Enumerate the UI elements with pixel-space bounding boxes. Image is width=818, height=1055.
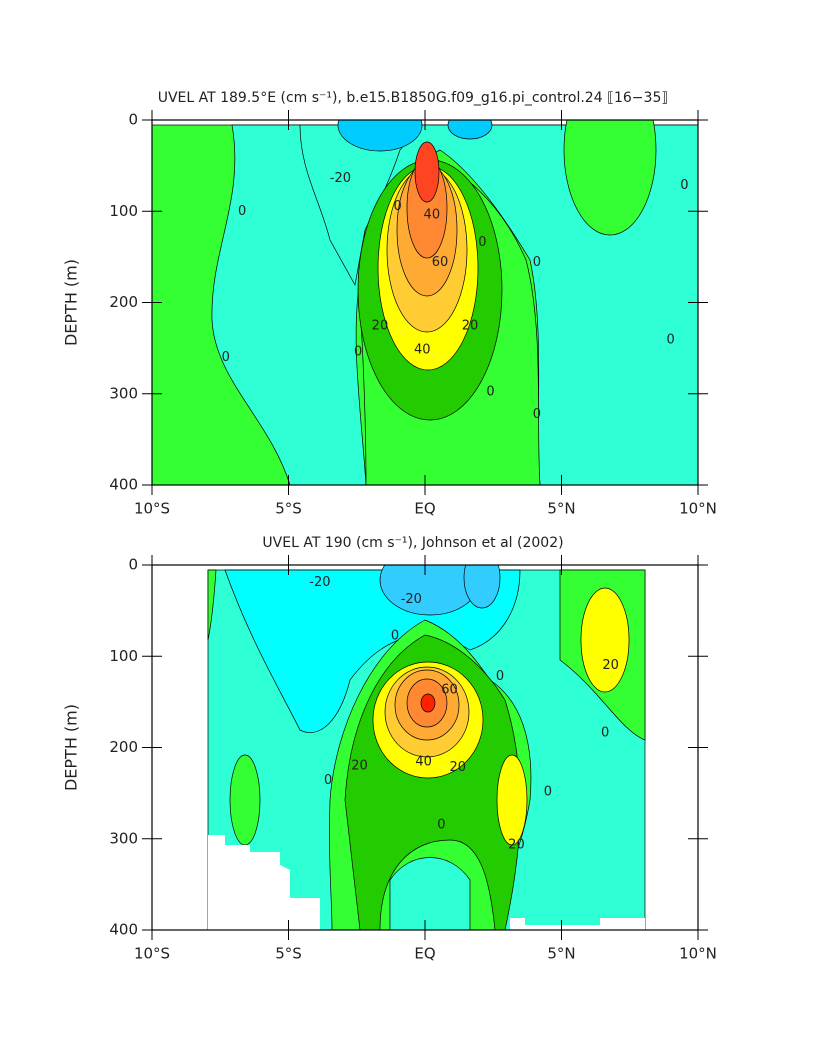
contour-label: 0	[680, 178, 688, 193]
y-tick-label: 300	[109, 829, 138, 847]
y-tick-label: 100	[109, 647, 138, 665]
y-tick-label: 200	[109, 293, 138, 311]
contour-label: 0	[667, 332, 675, 347]
chart-title: UVEL AT 190 (cm s⁻¹), Johnson et al (200…	[262, 535, 563, 551]
contour-label: 20	[372, 319, 389, 334]
y-tick-label: 400	[109, 921, 138, 939]
contour-label: 0	[478, 235, 486, 250]
y-tick-label: 200	[109, 738, 138, 756]
y-axis-label: DEPTH (m)	[62, 259, 81, 346]
y-tick-label: 0	[128, 111, 138, 129]
contour-label: -20	[401, 592, 422, 607]
contour-label: 0	[222, 350, 230, 365]
contour-label: 40	[424, 207, 441, 222]
contour-fill	[152, 120, 698, 485]
contour-label: 0	[533, 407, 541, 422]
contour-label: 0	[486, 384, 494, 399]
contour-label: 0	[354, 344, 362, 359]
contour-label: 20	[351, 758, 368, 773]
contour-label: 20	[508, 838, 525, 853]
x-tick-label: 5°S	[275, 945, 302, 963]
contour-fill	[207, 565, 646, 930]
contour-label: 0	[437, 818, 445, 833]
contour-label: 60	[432, 255, 449, 270]
contour-label: 0	[391, 629, 399, 644]
contour-label: 20	[602, 658, 619, 673]
y-tick-label: 300	[109, 384, 138, 402]
x-tick-label: EQ	[414, 945, 435, 963]
contour-label: 0	[238, 204, 246, 219]
x-tick-label: 10°N	[679, 500, 717, 518]
x-tick-label: 5°N	[547, 500, 575, 518]
y-tick-label: 400	[109, 476, 138, 494]
x-tick-label: EQ	[414, 500, 435, 518]
contour-label: -20	[330, 171, 351, 186]
contour-label: 20	[449, 760, 466, 775]
x-tick-label: 10°N	[679, 945, 717, 963]
y-tick-label: 100	[109, 202, 138, 220]
contour-label: 0	[394, 199, 402, 214]
chart-title: UVEL AT 189.5°E (cm s⁻¹), b.e15.B1850G.f…	[158, 90, 669, 106]
contour-label: 40	[414, 342, 431, 357]
x-tick-label: 10°S	[134, 500, 170, 518]
x-tick-label: 5°S	[275, 500, 302, 518]
contour-label: 0	[533, 255, 541, 270]
y-axis-label: DEPTH (m)	[62, 704, 81, 791]
x-tick-label: 5°N	[547, 945, 575, 963]
contour-label: 0	[544, 785, 552, 800]
contour-label: 0	[324, 773, 332, 788]
contour-label: 40	[415, 755, 432, 770]
contour-label: 0	[496, 669, 504, 684]
contour-label: 0	[601, 725, 609, 740]
contour-label: 60	[441, 683, 458, 698]
y-tick-label: 0	[128, 556, 138, 574]
contour-label: -20	[309, 575, 330, 590]
contour-label: 20	[462, 319, 479, 334]
x-tick-label: 10°S	[134, 945, 170, 963]
